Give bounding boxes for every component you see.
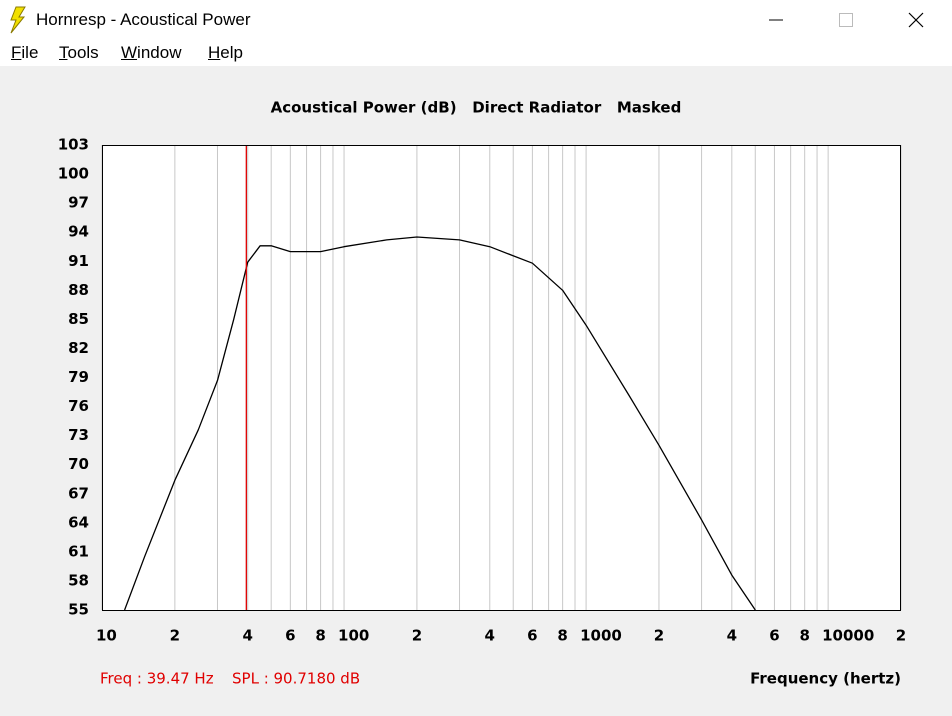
y-tick-label: 100 <box>58 165 89 183</box>
y-tick-label: 67 <box>68 484 89 502</box>
plot-border <box>102 145 901 611</box>
x-tick-label: 8 <box>799 627 809 645</box>
y-tick-label: 79 <box>68 368 89 386</box>
close-button[interactable] <box>908 12 924 28</box>
y-tick-label: 55 <box>68 601 89 619</box>
menu-item[interactable]: Help <box>208 43 243 62</box>
chart-title: Acoustical Power (dB) Direct Radiator Ma… <box>271 99 682 117</box>
y-tick-label: 70 <box>68 455 89 473</box>
x-tick-label: 6 <box>769 627 779 645</box>
app-icon <box>10 6 26 34</box>
x-tick-label: 6 <box>285 627 295 645</box>
y-tick-label: 58 <box>68 571 89 589</box>
title-bar: Hornresp - Acoustical Power <box>0 0 952 40</box>
plot-area <box>102 145 901 610</box>
x-tick-label: 4 <box>243 627 253 645</box>
x-tick-label: 8 <box>315 627 325 645</box>
y-tick-label: 94 <box>68 223 89 241</box>
x-tick-label: 2 <box>896 627 906 645</box>
y-tick-label: 76 <box>68 397 89 415</box>
y-tick-label: 88 <box>68 281 89 299</box>
menu-item[interactable]: File <box>11 43 39 62</box>
x-tick-label: 6 <box>527 627 537 645</box>
menu-item[interactable]: Window <box>121 43 182 62</box>
cursor-freq: Freq : 39.47 Hz <box>100 670 214 688</box>
x-tick-label: 2 <box>654 627 664 645</box>
x-tick-label: 10 <box>96 627 117 645</box>
y-tick-label: 82 <box>68 339 89 357</box>
x-tick-label: 8 <box>557 627 567 645</box>
x-tick-label: 1000 <box>580 627 622 645</box>
x-tick-label: 4 <box>727 627 737 645</box>
y-tick-label: 64 <box>68 513 89 531</box>
cursor-spl: SPL : 90.7180 dB <box>232 670 360 688</box>
y-tick-label: 97 <box>68 194 89 212</box>
x-tick-label: 2 <box>170 627 180 645</box>
menu-bar: File Tools Window Help <box>0 40 952 66</box>
y-tick-label: 85 <box>68 310 89 328</box>
y-tick-label: 73 <box>68 426 89 444</box>
window-title: Hornresp - Acoustical Power <box>36 10 251 29</box>
x-axis-label: Frequency (hertz) <box>750 670 901 688</box>
x-tick-label: 100 <box>338 627 369 645</box>
x-tick-label: 10000 <box>822 627 874 645</box>
maximize-button[interactable] <box>839 13 853 27</box>
x-tick-label: 4 <box>485 627 495 645</box>
y-tick-label: 103 <box>58 136 89 154</box>
data-line <box>123 236 756 610</box>
y-tick-label: 91 <box>68 252 89 270</box>
menu-item[interactable]: Tools <box>59 43 99 62</box>
title-icons <box>10 6 924 34</box>
x-tick-label: 2 <box>412 627 422 645</box>
y-tick-label: 61 <box>68 542 89 560</box>
